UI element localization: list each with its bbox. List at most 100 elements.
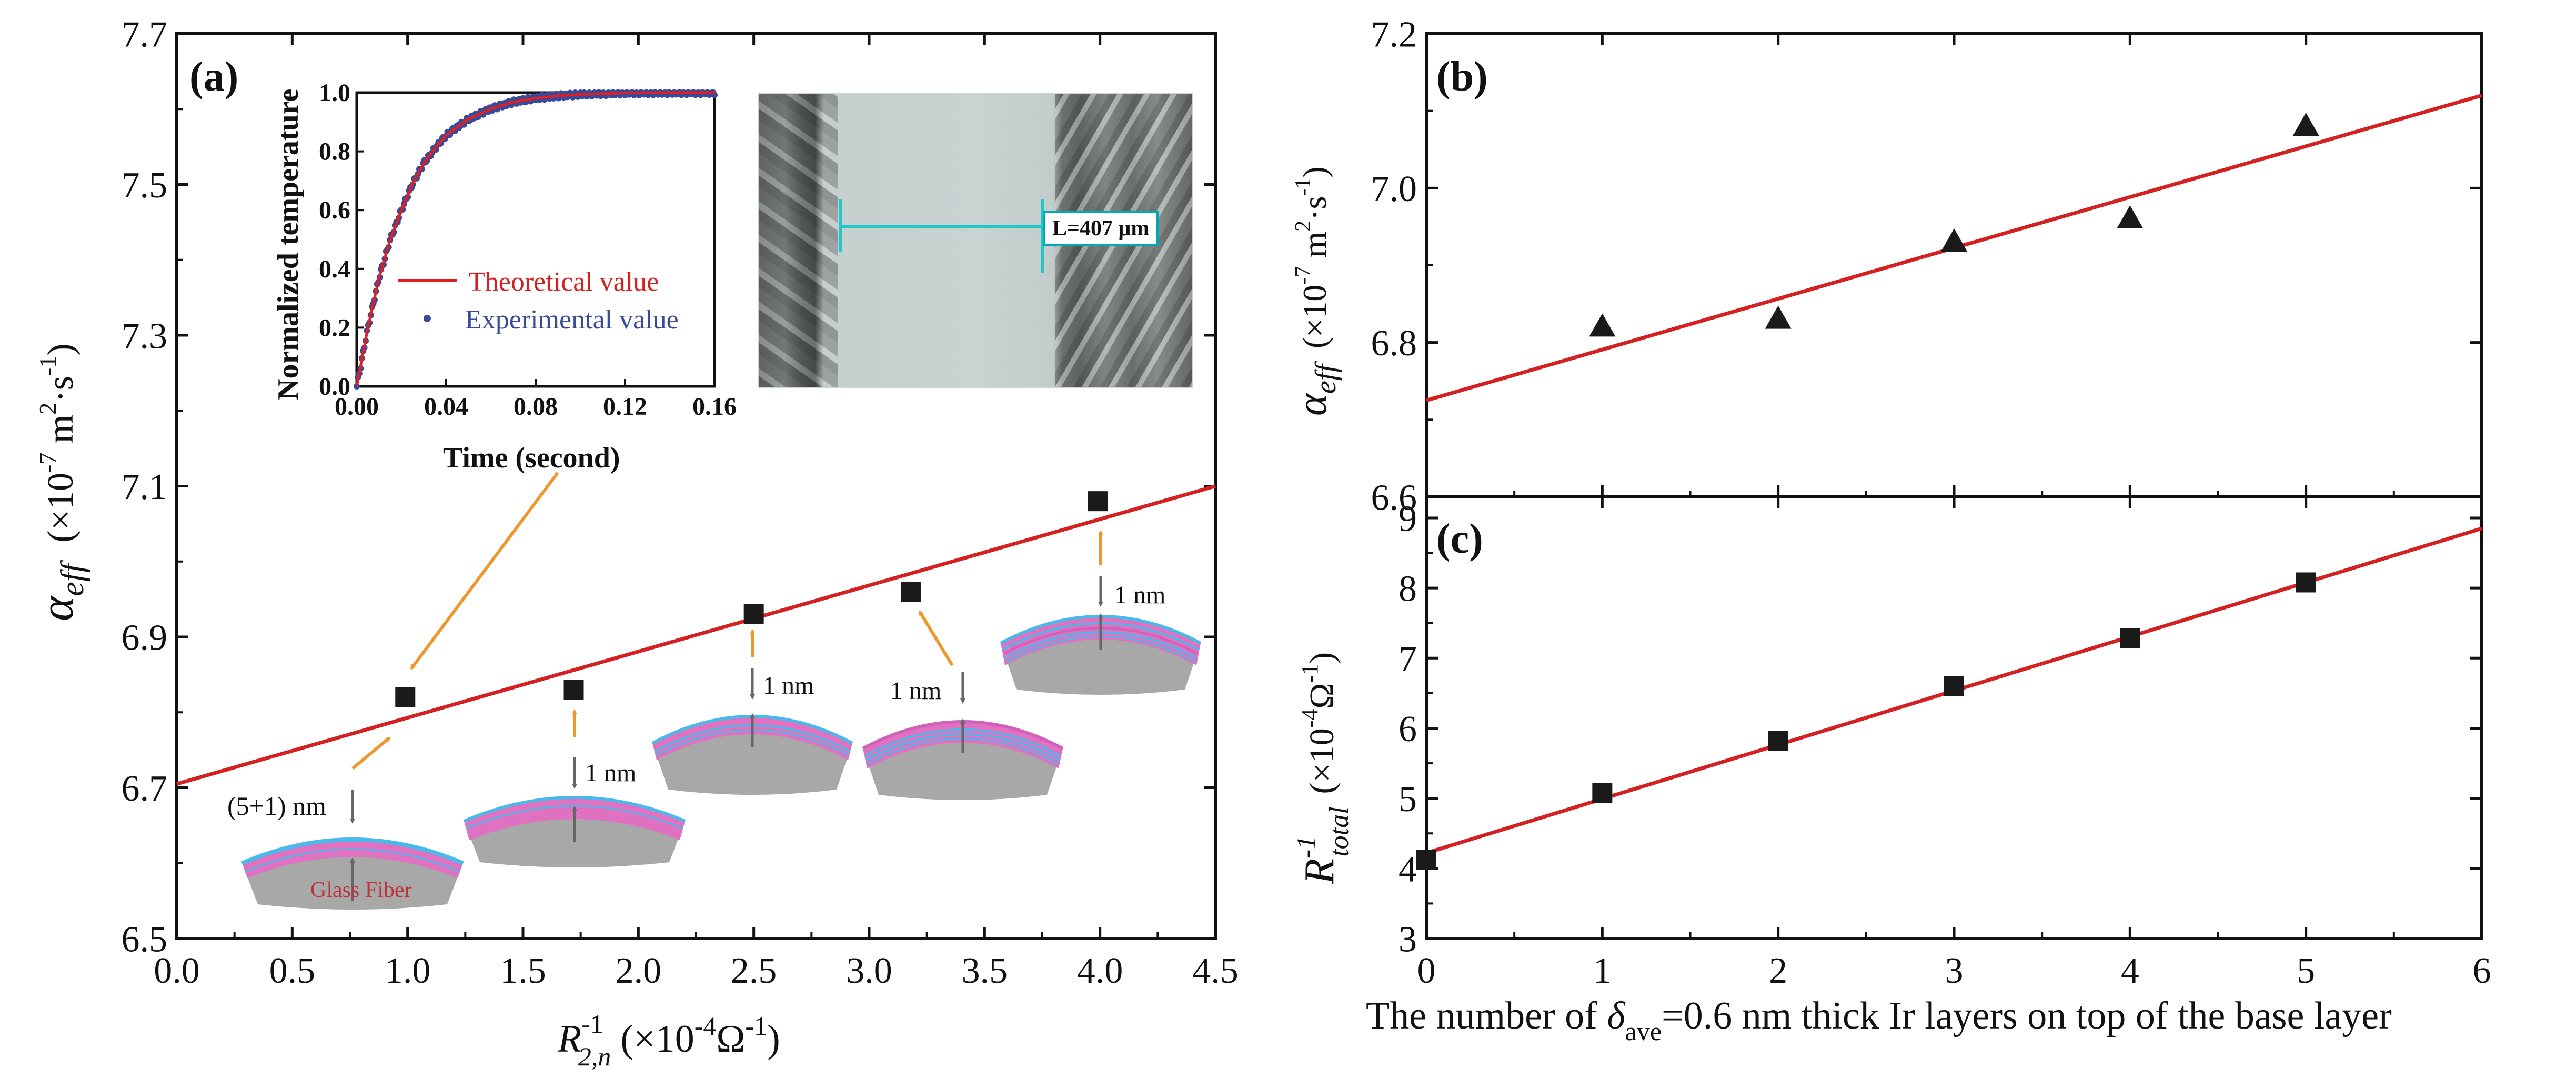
panel-c-frame bbox=[1425, 495, 2483, 940]
panel-b-frame bbox=[1425, 32, 2483, 498]
x-tick-label: 5 bbox=[2297, 951, 2315, 991]
panel-a-data-points bbox=[395, 491, 1108, 707]
a-y-sub: eff bbox=[55, 560, 90, 596]
layer-label-1: (5+1) nm bbox=[227, 791, 326, 821]
inset-theoretical-curve bbox=[355, 91, 715, 387]
y-tick-label: 6.6 bbox=[1371, 478, 1417, 518]
data-point bbox=[1592, 782, 1613, 803]
fiber-diagram-5 bbox=[1000, 613, 1202, 695]
panel-a-tag: (a) bbox=[189, 54, 238, 100]
layer-label-2: 1 nm bbox=[585, 759, 636, 787]
data-point bbox=[395, 687, 416, 707]
data-point bbox=[1944, 676, 1964, 696]
a-y-unit: (×10 bbox=[41, 473, 81, 543]
micrograph-measure-line bbox=[841, 225, 1051, 228]
x-tick-label: 1.5 bbox=[500, 951, 546, 991]
layer-label-4: 1 nm bbox=[890, 677, 941, 705]
inset-y-tick-label: 0.6 bbox=[319, 196, 350, 224]
inset-ticks bbox=[356, 92, 716, 387]
data-point bbox=[900, 582, 921, 602]
x-tick-label: 0.0 bbox=[154, 951, 200, 991]
svg-text:αeff(×10-7 m2·s-1): αeff (×10-7 m2·s-1) bbox=[1289, 166, 1342, 416]
y-tick-label: 7.3 bbox=[122, 316, 168, 357]
x-tick-label: 0 bbox=[1417, 951, 1436, 991]
data-point bbox=[1765, 305, 1792, 329]
panel-b-tick-labels: 6.6 6.8 7.0 7.2 bbox=[1371, 15, 1417, 518]
panel-a-fit-line bbox=[176, 484, 1216, 786]
a-y-unit-exp3: -1 bbox=[34, 356, 61, 376]
inset-y-tick-label: 1.0 bbox=[319, 79, 350, 107]
a-y-unit-exp: -7 bbox=[34, 453, 61, 473]
c-y-unit-exp: -4 bbox=[1297, 709, 1323, 728]
inset-y-tick-label: 0.0 bbox=[319, 373, 350, 401]
a-x-unit-close: ) bbox=[767, 1017, 780, 1061]
y-tick-label: 7 bbox=[1398, 639, 1417, 680]
bc-x-delta-sub: ave bbox=[1625, 1016, 1662, 1046]
bc-x-delta: δ bbox=[1607, 994, 1626, 1037]
a-x-unit: (×10 bbox=[620, 1017, 694, 1061]
svg-text:R-12,n(×10-4Ω-1): R-1 2,n (×10-4Ω-1) bbox=[557, 1009, 780, 1071]
c-y-unit-rest: Ω bbox=[1303, 683, 1341, 709]
inset-x-tick-label: 0.08 bbox=[514, 393, 558, 421]
b-y-unit-rest2: ·s bbox=[1296, 196, 1333, 221]
inset-y-label: Normalized temperature bbox=[272, 89, 305, 400]
x-tick-label: 2.0 bbox=[616, 951, 662, 991]
y-tick-label: 6 bbox=[1398, 709, 1417, 750]
panel-b-ticks bbox=[1425, 32, 2483, 498]
arrow-4-orange bbox=[918, 610, 954, 666]
layer-label-5: 1 nm bbox=[1114, 581, 1165, 609]
y-tick-label: 7.2 bbox=[1371, 15, 1417, 55]
a-x-sub: 2,n bbox=[578, 1042, 611, 1071]
a-x-unit-rest: Ω bbox=[716, 1017, 745, 1061]
data-point bbox=[2117, 205, 2144, 228]
layer-label-3: 1 nm bbox=[763, 672, 814, 700]
data-point bbox=[1416, 850, 1436, 870]
data-point bbox=[564, 680, 584, 700]
fiber-micrograph: L=407 μm bbox=[758, 93, 1193, 388]
x-tick-label: 3.5 bbox=[962, 951, 1008, 991]
arrow-1-orange bbox=[351, 736, 391, 770]
x-tick-label: 6 bbox=[2473, 951, 2491, 991]
x-tick-label: 3 bbox=[1945, 951, 1964, 991]
panel-a-y-axis-label: αeff (×10-7 m2·s-1) bbox=[31, 343, 90, 621]
micrograph-texture-left bbox=[759, 94, 838, 387]
y-tick-label: 7.1 bbox=[122, 467, 168, 507]
panel-a: 6.5 6.7 6.9 7.1 7.3 7.5 7.7 0.0 0.5 1.0 1.5 2.0 2.5 3… bbox=[31, 15, 1239, 1072]
y-tick-label: 8 bbox=[1398, 569, 1417, 610]
y-tick-label: 6.9 bbox=[122, 618, 168, 658]
panel-bc-x-axis-label: The number of δave=0.6 nm thick Ir layer… bbox=[1366, 994, 2392, 1046]
a-x-unit-exp2: -1 bbox=[745, 1011, 767, 1041]
fit-line bbox=[176, 484, 1216, 786]
inset-x-tick-label: 0.00 bbox=[335, 393, 379, 421]
data-point bbox=[743, 604, 764, 625]
panel-b-y-axis-label: αeff (×10-7 m2·s-1) bbox=[1289, 166, 1342, 416]
inset-pointer-arrow bbox=[410, 472, 559, 670]
svg-text:R-1total(×10-4Ω-1): R-1total(×10-4Ω-1) bbox=[1292, 652, 1354, 885]
c-y-sub: total bbox=[1324, 806, 1354, 856]
y-tick-label: 9 bbox=[1398, 498, 1417, 539]
x-tick-label: 4.0 bbox=[1077, 951, 1123, 991]
inset-plot: 0.0 0.2 0.4 0.6 0.8 1.0 0.00 0.04 0.08 0.12 0.16 N… bbox=[272, 79, 737, 474]
data-point bbox=[2296, 572, 2316, 593]
x-tick-label: 0.5 bbox=[269, 951, 316, 991]
x-tick-label: 2 bbox=[1769, 951, 1787, 991]
inset-y-tick-label: 0.4 bbox=[319, 255, 350, 283]
inset-x-tick-label: 0.04 bbox=[424, 393, 468, 421]
x-tick-label: 2.5 bbox=[731, 951, 777, 991]
inset-theory-curve bbox=[355, 91, 715, 387]
inset-x-tick-label: 0.12 bbox=[603, 393, 647, 421]
data-point bbox=[1088, 491, 1108, 512]
y-tick-label: 6.7 bbox=[122, 768, 168, 809]
a-x-sup: -1 bbox=[581, 1009, 603, 1039]
data-point bbox=[1941, 228, 1967, 252]
b-y-unit-exp3: -1 bbox=[1291, 178, 1315, 196]
substrate-label: Glass Fiber bbox=[310, 878, 412, 902]
panel-c-tag: (c) bbox=[1436, 516, 1483, 562]
data-point bbox=[2120, 628, 2140, 649]
c-y-sup: -1 bbox=[1292, 836, 1322, 859]
fiber-diagram-3 bbox=[651, 713, 853, 795]
y-tick-label: 3 bbox=[1398, 920, 1417, 960]
c-y-symbol: R bbox=[1296, 859, 1343, 885]
y-tick-label: 7.5 bbox=[122, 165, 168, 206]
b-y-unit: (×10 bbox=[1296, 285, 1333, 348]
